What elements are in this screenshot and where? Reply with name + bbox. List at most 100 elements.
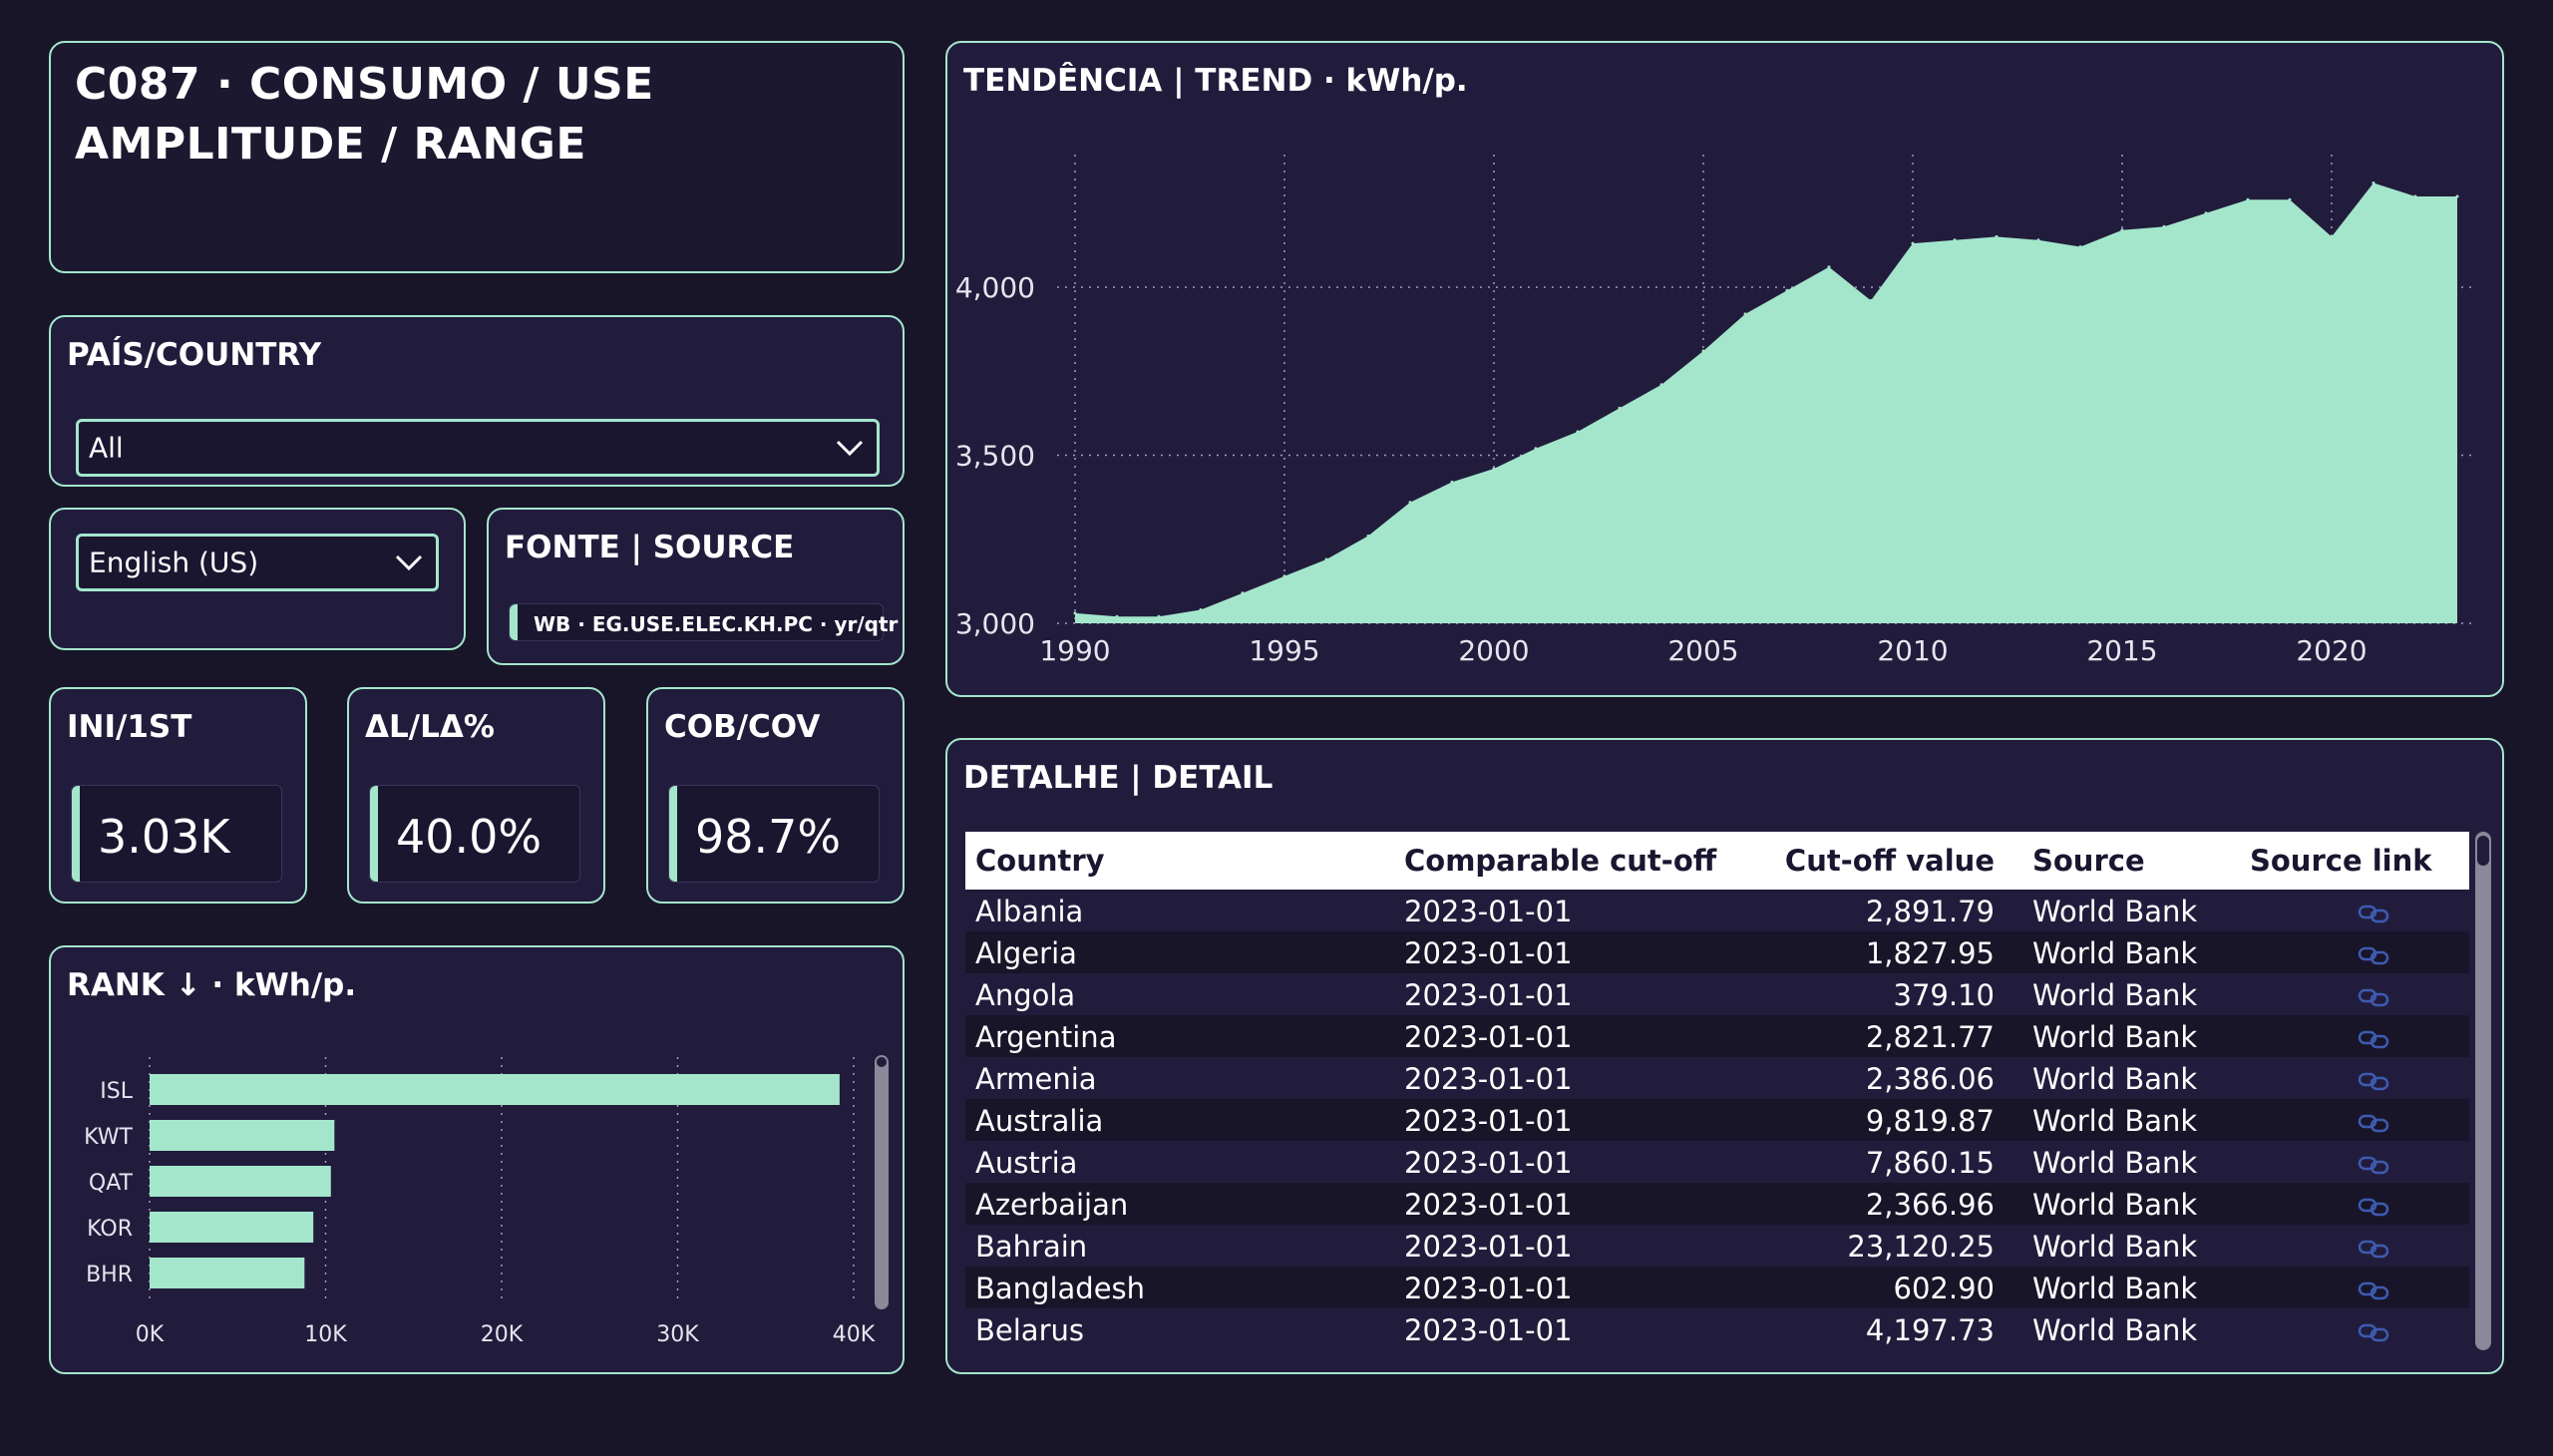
column-header[interactable]: Country bbox=[975, 844, 1105, 878]
chevron-down-icon bbox=[395, 554, 423, 571]
data-point-2012 bbox=[1995, 234, 1999, 238]
table-row[interactable]: Belarus 2023-01-01 4,197.73 World Bank bbox=[965, 1308, 2469, 1350]
accent-bar bbox=[370, 786, 378, 882]
trend-area bbox=[1075, 182, 2457, 623]
table-scrollbar[interactable] bbox=[2475, 832, 2491, 1350]
link-icon[interactable] bbox=[2358, 939, 2391, 973]
cutoff-date-cell: 2023-01-01 bbox=[1404, 1146, 1573, 1180]
language-dropdown[interactable]: English (US) bbox=[76, 534, 439, 591]
data-point-2003 bbox=[1618, 406, 1622, 410]
link-icon[interactable] bbox=[2358, 1023, 2391, 1057]
cutoff-value-cell: 1,827.95 bbox=[1865, 936, 1995, 970]
data-point-2016 bbox=[2162, 224, 2166, 228]
link-icon[interactable] bbox=[2358, 1233, 2391, 1267]
source-cell: World Bank bbox=[2032, 1062, 2198, 1096]
link-icon[interactable] bbox=[2358, 1107, 2391, 1141]
link-icon[interactable] bbox=[2358, 981, 2391, 1015]
trend-card: TENDÊNCIA | TREND · kWh/p. 1990 1995 2000 2… bbox=[945, 41, 2504, 697]
source-cell: World Bank bbox=[2032, 1146, 2198, 1180]
data-point-2008 bbox=[1827, 265, 1831, 269]
data-point-2018 bbox=[2246, 197, 2250, 201]
cutoff-date-cell: 2023-01-01 bbox=[1404, 1020, 1573, 1054]
page-subtitle: AMPLITUDE / RANGE bbox=[75, 119, 586, 170]
link-icon[interactable] bbox=[2358, 898, 2391, 931]
bar-isl bbox=[150, 1074, 840, 1105]
language-card: English (US) bbox=[49, 508, 466, 650]
data-point-2007 bbox=[1785, 288, 1789, 292]
table-row[interactable]: Angola 2023-01-01 379.10 World Bank bbox=[965, 973, 2469, 1015]
y-tick-label: QAT bbox=[89, 1171, 134, 1196]
source-cell: World Bank bbox=[2032, 978, 2198, 1012]
table-row[interactable]: Albania 2023-01-01 2,891.79 World Bank bbox=[965, 890, 2469, 931]
column-header[interactable]: Source bbox=[2032, 844, 2145, 878]
data-point-1999 bbox=[1450, 480, 1454, 484]
accent-bar bbox=[669, 786, 677, 882]
country-dropdown[interactable]: All bbox=[76, 419, 880, 477]
accent-bar bbox=[510, 604, 518, 640]
data-point-1993 bbox=[1199, 608, 1203, 611]
source-cell: World Bank bbox=[2032, 895, 2198, 928]
link-icon[interactable] bbox=[2358, 1149, 2391, 1183]
bar-kwt bbox=[150, 1120, 335, 1151]
kpi-value-box: 40.0% bbox=[369, 785, 580, 883]
rank-title: RANK ↓ · kWh/p. bbox=[67, 967, 357, 1003]
table-header: Country Comparable cut-off Cut-off value… bbox=[965, 832, 2469, 890]
table-row[interactable]: Bahrain 2023-01-01 23,120.25 World Bank bbox=[965, 1225, 2469, 1267]
x-tick-label: 2015 bbox=[2086, 634, 2157, 667]
x-tick-label: 40K bbox=[833, 1322, 876, 1347]
data-point-1998 bbox=[1408, 501, 1412, 505]
table-row[interactable]: Armenia 2023-01-01 2,386.06 World Bank bbox=[965, 1057, 2469, 1099]
kpi-value: 3.03K bbox=[98, 810, 230, 864]
country-filter-card: PAÍS/COUNTRY All bbox=[49, 315, 905, 487]
table-row[interactable]: Bangladesh 2023-01-01 602.90 World Bank bbox=[965, 1267, 2469, 1308]
cutoff-value-cell: 2,366.96 bbox=[1865, 1188, 1995, 1222]
source-cell: World Bank bbox=[2032, 1313, 2198, 1347]
kpi-value: 40.0% bbox=[396, 810, 543, 864]
kpi-value-box: 98.7% bbox=[668, 785, 880, 883]
source-label: FONTE | SOURCE bbox=[505, 530, 795, 565]
country-filter-label: PAÍS/COUNTRY bbox=[67, 337, 322, 373]
data-point-1995 bbox=[1282, 574, 1286, 578]
country-cell: Belarus bbox=[975, 1313, 1084, 1347]
data-point-2011 bbox=[1953, 238, 1957, 242]
link-icon[interactable] bbox=[2358, 1274, 2391, 1308]
data-point-2014 bbox=[2078, 245, 2082, 248]
country-cell: Australia bbox=[975, 1104, 1104, 1138]
bar-bhr bbox=[150, 1258, 305, 1288]
table-row[interactable]: Algeria 2023-01-01 1,827.95 World Bank bbox=[965, 931, 2469, 973]
cutoff-value-cell: 4,197.73 bbox=[1865, 1313, 1995, 1347]
kpi-card-delta: ΔL/LΔ% 40.0% bbox=[347, 687, 605, 904]
y-tick-label: KOR bbox=[87, 1217, 133, 1242]
country-dropdown-value: All bbox=[89, 431, 124, 465]
data-point-2019 bbox=[2288, 197, 2292, 201]
cutoff-value-cell: 602.90 bbox=[1893, 1272, 1995, 1305]
table-row[interactable]: Azerbaijan 2023-01-01 2,366.96 World Bank bbox=[965, 1183, 2469, 1225]
x-tick-label: 2020 bbox=[2296, 634, 2367, 667]
link-icon[interactable] bbox=[2358, 1316, 2391, 1350]
column-header[interactable]: Cut-off value bbox=[1784, 844, 1995, 878]
data-point-2022 bbox=[2413, 194, 2417, 198]
table-row[interactable]: Austria 2023-01-01 7,860.15 World Bank bbox=[965, 1141, 2469, 1183]
link-icon[interactable] bbox=[2358, 1191, 2391, 1225]
data-point-1996 bbox=[1324, 557, 1328, 561]
source-cell: World Bank bbox=[2032, 936, 2198, 970]
data-point-2023 bbox=[2455, 194, 2459, 198]
source-value: WB · EG.USE.ELEC.KH.PC · yr/qtr bbox=[534, 612, 899, 636]
table-body: Albania 2023-01-01 2,891.79 World Bank Alger… bbox=[965, 890, 2469, 1350]
table-row[interactable]: Australia 2023-01-01 9,819.87 World Bank bbox=[965, 1099, 2469, 1141]
title-card: C087 · CONSUMO / USE AMPLITUDE / RANGE bbox=[49, 41, 905, 273]
column-header[interactable]: Comparable cut-off bbox=[1404, 844, 1717, 878]
link-icon[interactable] bbox=[2358, 1065, 2391, 1099]
language-dropdown-value: English (US) bbox=[89, 546, 259, 579]
table-row[interactable]: Argentina 2023-01-01 2,821.77 World Bank bbox=[965, 1015, 2469, 1057]
y-tick-label: 3,500 bbox=[955, 439, 1035, 472]
y-tick-label: BHR bbox=[86, 1263, 133, 1287]
kpi-card-initial: INI/1ST 3.03K bbox=[49, 687, 307, 904]
column-header[interactable]: Source link bbox=[2250, 844, 2432, 878]
cutoff-date-cell: 2023-01-01 bbox=[1404, 978, 1573, 1012]
bar-kor bbox=[150, 1212, 314, 1243]
cutoff-value-cell: 2,386.06 bbox=[1865, 1062, 1995, 1096]
scrollbar-thumb[interactable] bbox=[2477, 836, 2489, 866]
data-point-1990 bbox=[1073, 611, 1077, 615]
cutoff-date-cell: 2023-01-01 bbox=[1404, 1272, 1573, 1305]
